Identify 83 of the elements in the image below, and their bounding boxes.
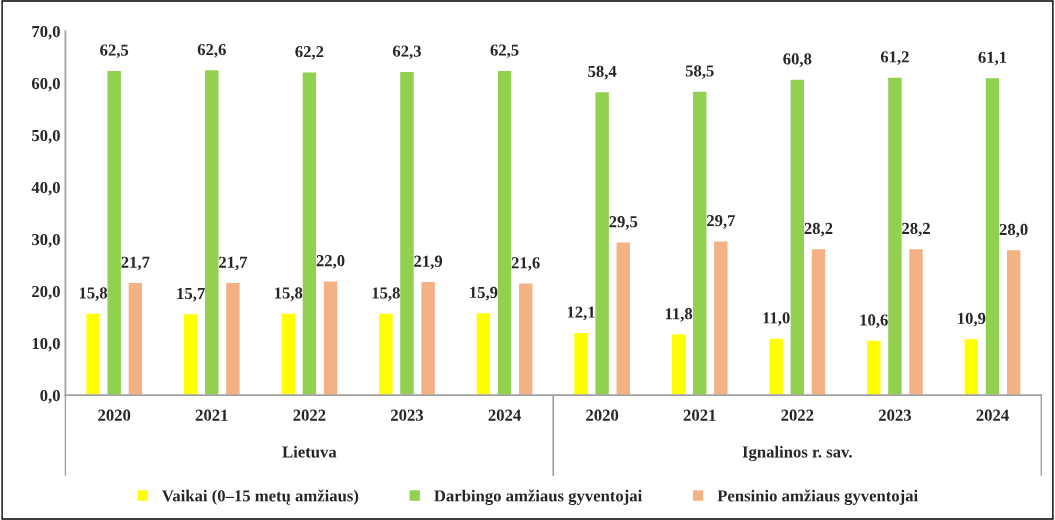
y-tick-label: 30,0	[32, 233, 60, 248]
y-tick-label: 70,0	[32, 25, 60, 40]
bar	[224, 281, 242, 396]
data-label: 60,8	[783, 53, 812, 67]
data-label: 29,5	[609, 216, 638, 230]
data-label: 10,9	[958, 312, 986, 327]
data-label: 62,5	[100, 44, 129, 59]
x-tick-label: 2022	[781, 409, 814, 421]
bar	[691, 90, 708, 396]
bar	[398, 70, 416, 396]
bar	[106, 69, 123, 396]
data-label: 58,5	[685, 65, 714, 79]
bar	[984, 76, 1001, 396]
bar	[301, 71, 318, 396]
data-label: 62,3	[392, 45, 421, 60]
bar	[615, 241, 632, 396]
x-tick-label: 2023	[878, 409, 911, 421]
data-label: 21,7	[219, 256, 248, 271]
data-label: 58,4	[588, 65, 617, 80]
data-label: 28,0	[999, 223, 1028, 238]
data-label: 61,1	[978, 51, 1007, 66]
y-tick-label: 50,0	[32, 129, 60, 144]
bar	[789, 78, 806, 396]
bar	[594, 90, 611, 396]
data-label: 62,5	[490, 44, 519, 59]
data-label: 62,2	[295, 46, 324, 60]
data-label: 61,2	[880, 51, 909, 65]
data-label: 62,6	[197, 43, 226, 58]
data-label: 29,7	[706, 215, 736, 229]
bar	[886, 76, 903, 396]
text: Lietuva	[282, 445, 337, 458]
bar	[377, 312, 394, 396]
bar	[572, 331, 590, 396]
bar	[670, 333, 687, 396]
legend-label: Pensinio amžiaus gyventojai	[717, 489, 918, 505]
text: Ignalinos r. sav.	[742, 445, 852, 462]
data-label: 12,1	[567, 306, 595, 321]
legend-label: Darbingo amžiaus gyventojai	[434, 489, 642, 505]
bar	[84, 312, 102, 396]
bar	[1005, 248, 1022, 396]
x-tick-label: 2020	[98, 409, 131, 421]
y-tick-label: 10,0	[32, 337, 60, 352]
y-tick-label: 20,0	[32, 285, 60, 300]
data-label: 15,8	[274, 287, 303, 301]
legend-label: Vaikai (0–15 metų amžiaus)	[162, 489, 359, 505]
data-label: 11,8	[665, 308, 693, 322]
x-tick-label: 2020	[586, 409, 619, 421]
x-tick-label: 2022	[293, 409, 326, 421]
data-label: 15,9	[470, 286, 498, 301]
data-label: 28,2	[804, 222, 833, 237]
bar	[475, 311, 492, 396]
bar	[182, 312, 199, 396]
bar	[865, 339, 882, 396]
data-label: 15,8	[372, 287, 400, 301]
bar	[127, 281, 144, 396]
data-label: 28,2	[902, 222, 930, 237]
bar	[712, 240, 729, 396]
data-label: 15,8	[79, 287, 108, 301]
data-label: 21,7	[121, 256, 150, 271]
data-label: 22,0	[316, 255, 345, 269]
x-tick-label: 2024	[488, 409, 521, 421]
bar	[496, 69, 513, 396]
x-tick-label: 2024	[976, 409, 1009, 421]
y-tick-label: 60,0	[31, 77, 60, 92]
x-tick-label: 2021	[195, 409, 228, 421]
data-label: 11,0	[763, 312, 790, 326]
bar	[420, 280, 437, 396]
y-tick-label: 40,0	[31, 181, 60, 196]
bar	[517, 282, 534, 396]
data-label: 21,9	[414, 255, 443, 270]
bar	[322, 280, 339, 396]
bar	[963, 337, 980, 396]
data-label: 15,7	[177, 287, 205, 302]
y-tick-label: 0,0	[40, 389, 60, 404]
data-label: 10,6	[860, 314, 888, 328]
bar	[768, 337, 785, 396]
x-tick-label: 2021	[683, 409, 716, 421]
x-tick-label: 2023	[391, 409, 424, 421]
bar	[280, 312, 297, 396]
bar	[810, 247, 827, 396]
data-label: 21,6	[511, 257, 540, 271]
bar	[203, 68, 220, 396]
bar	[907, 247, 925, 396]
